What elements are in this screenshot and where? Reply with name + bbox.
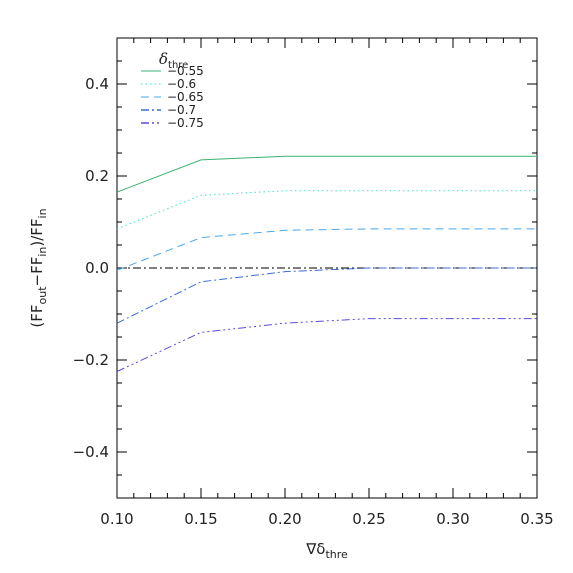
legend-title: δthre [159, 50, 188, 71]
legend-entry-label: −0.7 [167, 103, 196, 117]
x-tick-label: 0.20 [268, 510, 301, 528]
tick-labels: 0.10 0.15 0.20 0.25 0.30 0.35 −0.4 −0.2 0.0 0.2 0.… [73, 75, 554, 528]
series-line-2 [116, 190, 537, 230]
series-line-5 [116, 318, 537, 372]
legend-entry-label: −0.55 [167, 64, 204, 78]
series-line-3 [116, 228, 537, 271]
x-tick-label: 0.10 [100, 510, 133, 528]
legend-title-main: δ [159, 50, 168, 68]
series-lines [116, 155, 537, 372]
x-tick-label: 0.25 [352, 510, 385, 528]
legend-entry-label: −0.75 [167, 116, 204, 130]
legend-entry-label: −0.6 [167, 77, 196, 91]
y-tick-label: −0.2 [73, 351, 109, 369]
y-axis-label-minus: −FF [28, 257, 46, 287]
x-tick-label: 0.15 [184, 510, 217, 528]
y-axis-label: (FFout−FFin)/FFin [28, 208, 49, 327]
legend: δthre−0.55−0.6−0.65−0.7−0.75 [141, 50, 204, 130]
y-tick-label: −0.4 [73, 443, 109, 461]
x-axis-label: ∇δthre [305, 540, 348, 561]
y-axis-label-sub-in: in [36, 247, 49, 257]
y-axis-label-sub-out: out [36, 286, 49, 305]
y-tick-label: 0.2 [85, 167, 109, 185]
x-tick-label: 0.30 [436, 510, 469, 528]
x-axis-label-sub: thre [325, 548, 348, 561]
y-axis-label-sub-in-denominator: in [36, 208, 49, 218]
x-tick-label: 0.35 [520, 510, 553, 528]
legend-title-sub: thre [168, 60, 188, 71]
y-axis-label-close: )/FF [28, 218, 46, 246]
legend-entry-label: −0.65 [167, 90, 204, 104]
y-axis-label-open: (FF [28, 304, 46, 327]
series-line-4 [116, 267, 537, 324]
axis-ticks [116, 37, 538, 499]
y-tick-label: 0.0 [85, 259, 109, 277]
y-tick-label: 0.4 [85, 75, 109, 93]
x-axis-label-main: ∇δ [305, 540, 325, 558]
series-line-1 [116, 155, 537, 193]
